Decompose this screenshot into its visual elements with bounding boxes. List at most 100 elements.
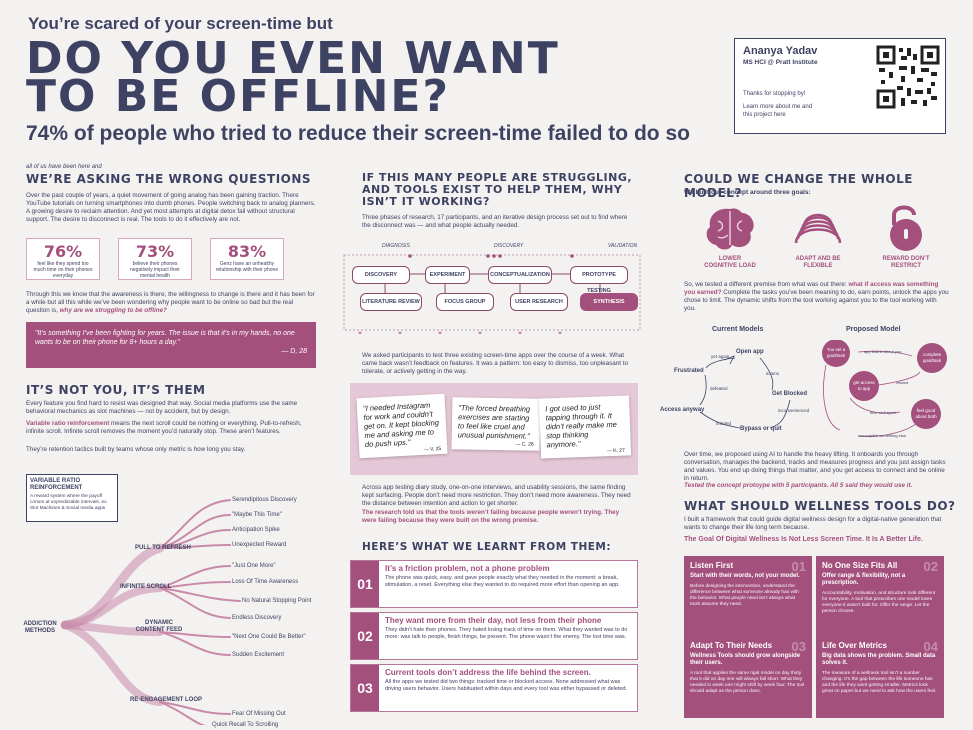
section-title-wrong-questions: WE’RE ASKING THE WRONG QUESTIONS — [26, 172, 312, 186]
current-models-title: Current Models — [712, 326, 764, 333]
learning-desc: The phone was quick, easy, and gave peop… — [385, 575, 620, 588]
author-name: Ananya Yadav — [743, 45, 818, 57]
qr-code-icon[interactable] — [875, 44, 941, 110]
unlocked-padlock-icon — [890, 205, 922, 251]
retention-paragraph: They’re retention tactics built by teams… — [26, 446, 246, 453]
framework-paragraph: I built a framework that could guide dig… — [684, 516, 942, 531]
premise-text-2: Complete the tasks you’ve been meaning t… — [684, 289, 949, 312]
tree-leaf-label: Quick Recall To Scrolling — [212, 722, 279, 728]
headline-line-1: DO YOU EVEN WANT — [26, 33, 560, 84]
premise-highlight-text: what if access was something you earned? — [684, 281, 939, 296]
participant-quote: I got used to just tapping through it. I… — [545, 402, 617, 450]
learning-desc: They didn’t hate their phones. They hate… — [385, 627, 628, 640]
addiction-tree-diagram — [60, 499, 241, 725]
goal-label: ADAPT AND BE FLEXIBLE — [795, 256, 841, 269]
learning-title: They want more from their day, not less … — [385, 616, 602, 625]
principle-number: 04 — [923, 639, 938, 654]
finding-text-2: People don’t need more restriction. They… — [362, 492, 631, 507]
proposed-node-label: feel good about both — [915, 408, 937, 419]
tree-leaf-label: No Natural Stopping Point — [242, 598, 312, 604]
kicker-text: You’re scared of your screen-time but — [28, 14, 333, 33]
goal-label: LOWER COGNITIVE LOAD — [704, 256, 756, 269]
wellness-goal: The Goal Of Digital Wellness Is Not Less… — [684, 536, 923, 543]
principle-number: 02 — [923, 559, 938, 574]
participant-quote: "The forced breathing exercises are star… — [457, 403, 531, 441]
section-title-wellness-tools: WHAT SHOULD WELLNESS TOOLS DO? — [684, 499, 956, 513]
current-model-label: Frustrated — [674, 368, 704, 374]
current-model-edge: inconvenienced — [778, 408, 810, 413]
principle-card: Life Over Metrics 04 Big data shows the pr… — [816, 636, 944, 718]
finding-paragraph: Across app testing diary study, one-on-o… — [362, 484, 634, 508]
principle-title: No One Size Fits All — [822, 561, 898, 570]
stat-card: 83% Genz have an unhealthy relationship w… — [210, 238, 284, 280]
process-node: USER RESEARCH — [510, 293, 568, 311]
premise-highlight: The research told us that the tools were… — [362, 509, 620, 524]
subheadline: 74% of people who tried to reduce their … — [26, 122, 690, 145]
current-model-edge: scams — [766, 371, 780, 376]
goals-intro: We built our concept around three goals: — [684, 189, 811, 196]
learning-number: 02 — [351, 613, 379, 659]
current-model-edge: irritated — [716, 421, 732, 426]
principle-card: No One Size Fits All 02 Offer range & flex… — [816, 556, 944, 638]
process-node: PROTOTYPE TESTING — [570, 266, 628, 294]
tree-leaf-label: Anticipation Spike — [232, 527, 280, 533]
proposed-edge-label: app learns about you — [864, 349, 902, 354]
tree-root-label: ADDICTION METHODS — [23, 621, 57, 634]
quote-block: "It’s something I’ve been fighting for y… — [26, 322, 316, 368]
stat-text: feel like they spend too much time on th… — [33, 261, 93, 279]
proposed-edge-label: accomplish something else — [858, 433, 907, 438]
proposed-node-label: You set a goal/task — [826, 347, 846, 358]
stat-text: believe their phones negatively impact t… — [130, 261, 180, 279]
section-title-change-model: COULD WE CHANGE THE WHOLE MODEL? — [684, 172, 913, 200]
current-model-label: Open app — [736, 349, 764, 355]
section-title-learnt: HERE’S WHAT WE LEARNT FROM THEM: — [362, 541, 612, 553]
proposed-node-label: get access to app — [853, 380, 875, 391]
learning-number: 01 — [351, 561, 379, 607]
learning-row: 02 They want more from their day, not les… — [350, 612, 638, 660]
current-model-edge: yet again — [711, 354, 730, 359]
principle-body: The measure of a wellness tool isn’t a n… — [822, 671, 937, 694]
brain-icon — [706, 208, 754, 250]
stat-card: 76% feel like they spend too much time on… — [26, 238, 100, 280]
vrr-paragraph: Variable ratio reinforcement means the n… — [26, 420, 316, 436]
ai-paragraph: Over time, we proposed using AI to handl… — [684, 451, 946, 482]
tree-leaf-label: Unexpected Reward — [232, 542, 287, 548]
participant-quote-card: "I needed Instagram for work and couldn’… — [356, 393, 448, 459]
current-model-label: Bypass or quit — [740, 426, 782, 432]
learning-desc: All the apps we tested did two things: t… — [385, 679, 628, 692]
learning-title: It’s a friction problem, not a phone pro… — [385, 564, 550, 573]
principle-body: A tool that applies the same rigid model… — [690, 671, 805, 694]
author-card: Ananya Yadav MS HCI @ Pratt Institute Th… — [734, 38, 946, 134]
tree-leaf-label: "Just One More" — [232, 563, 276, 569]
section-title-why-not-working: IF THIS MANY PEOPLE ARE STRUGGLING, AND … — [362, 171, 633, 208]
stat-text: Genz have an unhealthy relationship with… — [215, 261, 279, 273]
participant-quote-card: I got used to just tapping through it. I… — [538, 395, 632, 459]
awareness-paragraph: Through this we know that the awareness … — [26, 291, 316, 315]
vrr-definition: A reward system where the payoff comes a… — [30, 494, 108, 511]
principle-subtitle: Wellness Tools should grow alongside the… — [690, 653, 801, 666]
process-node: EXPERIMENT — [425, 266, 470, 284]
tree-branch-label: PULL TO REFRESH — [135, 545, 191, 551]
process-node: FOCUS GROUP — [436, 293, 494, 311]
principle-title: Listen First — [690, 561, 734, 570]
vrr-highlight: Variable ratio reinforcement — [26, 420, 110, 427]
current-model-label: Access anyway — [660, 407, 705, 413]
proposed-edge-label: reward — [896, 380, 909, 385]
quote-text: "It’s something I’ve been fighting for y… — [35, 330, 295, 346]
principle-title: Adapt To Their Needs — [690, 641, 773, 650]
current-model-label: Get Blocked — [772, 391, 808, 397]
learning-number: 03 — [351, 665, 379, 711]
learn-more-link[interactable]: Learn more about me and this project her… — [743, 104, 813, 118]
section-title-its-them: IT’S NOT YOU, IT’S THEM — [26, 383, 206, 397]
phase-label: DISCOVERY — [494, 243, 524, 249]
spring-icon — [794, 213, 842, 244]
learning-row: 01 It’s a friction problem, not a phone p… — [350, 560, 638, 608]
tree-branch-label: DYNAMIC CONTENT FEED — [135, 620, 183, 633]
premise-text: So, we tested a different premise from w… — [684, 281, 847, 288]
stat-number: 73% — [135, 242, 175, 261]
app-test-paragraph: We asked participants to test three exis… — [362, 352, 629, 375]
current-model-edge: defeated — [710, 386, 728, 391]
phase-label: VALIDATION — [608, 243, 638, 249]
tree-leaf-label: Fear Of Missing Out — [232, 711, 286, 717]
learning-title: Current tools don’t address the life beh… — [385, 668, 591, 677]
